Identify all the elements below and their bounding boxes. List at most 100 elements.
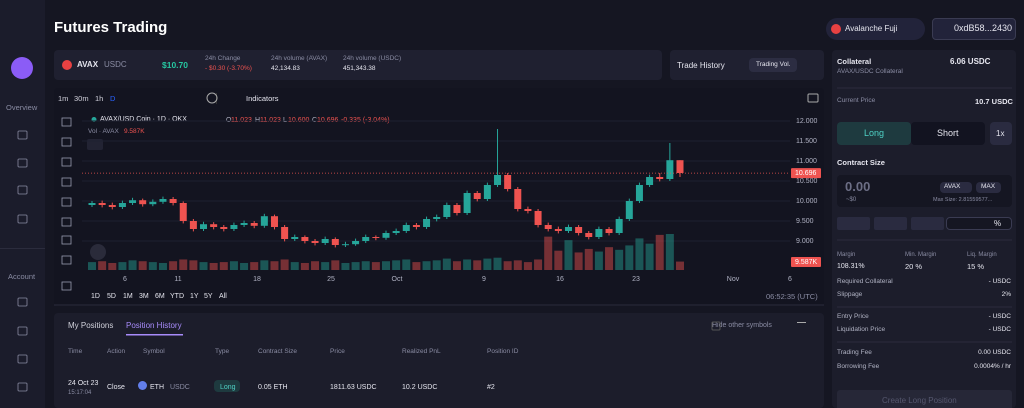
row-date: 24 Oct 23 [68,380,99,387]
add-icon[interactable] [206,92,218,104]
tab[interactable]: Position History [126,321,182,330]
volume-bar [88,262,96,270]
interval[interactable]: 1h [95,94,104,103]
interval[interactable]: D [110,94,116,103]
volume-bar [148,262,157,270]
candle-body [270,216,278,227]
avatar[interactable] [11,57,33,79]
long-tab[interactable] [837,122,911,145]
candle-body [635,185,643,201]
indicators-button[interactable]: Indicators [246,94,279,103]
volume-bar [199,262,208,270]
range-button[interactable]: 5D [107,293,116,300]
ohlc-value: 10.696 [317,117,339,124]
x-tick-label: 23 [632,276,640,283]
range-button[interactable]: 1D [91,293,100,300]
drawing-tool [61,117,72,127]
drawing-tool [61,235,72,245]
detail-label: Borrowing Fee [837,363,880,370]
short-tab[interactable] [911,122,985,145]
candle-body [98,203,106,205]
volume-bar [341,262,350,270]
volume-bar [442,258,451,270]
candle-body [646,177,654,185]
y-tick-label: 11.500 [796,138,817,145]
detail-value: - USDC [988,278,1011,285]
interval[interactable]: 30m [74,94,89,103]
size-usd: ~$0 [846,197,857,203]
volume-bar [564,240,573,270]
min-margin-label: Min. Margin [905,252,937,258]
ohlc-label: O [226,117,232,124]
candle-body [230,225,238,229]
volume-bar [179,259,188,270]
nav-icon [17,130,28,140]
trade-history-title: Trade History [677,61,725,70]
x-tick-label: 11 [174,276,181,283]
range-button[interactable]: YTD [170,293,184,300]
column-header: Position ID [487,348,519,355]
candle-body [331,239,339,245]
hide-symbols[interactable]: Hide other symbols [712,322,772,329]
checkbox[interactable] [711,321,721,331]
range-button[interactable]: 1M [123,293,133,300]
candle-body [362,237,370,241]
candle-body [291,237,299,239]
candle-body [149,201,157,205]
volume-bar [605,247,614,270]
range-button[interactable]: 3M [139,293,149,300]
volume-bar [534,259,543,270]
range-button[interactable]: All [219,293,227,300]
candle-body [341,244,349,246]
volume-bar [300,262,309,270]
candle-body [676,160,684,173]
filter-icon[interactable] [797,322,806,323]
volume-bar [594,251,603,270]
volume-bar [422,261,431,270]
leverage-button[interactable] [990,122,1012,145]
range-button[interactable]: 6M [155,293,165,300]
volume-bar [523,262,532,270]
candle-body [179,203,187,221]
submit-button[interactable] [837,390,1012,408]
size-placeholder: 0.00 [845,179,871,194]
x-tick-label: 25 [327,276,335,283]
volume-bar [189,260,198,270]
pct-input[interactable] [946,217,1012,230]
ohlc-value: 11.023 [260,117,281,124]
candle-body [382,233,390,238]
interval[interactable]: 1m [58,94,69,103]
token-selector[interactable] [940,182,972,193]
tab[interactable]: My Positions [68,321,114,330]
range-button[interactable]: 1Y [190,293,199,300]
row-quote: USDC [170,384,190,391]
nav-account[interactable]: Account [8,272,36,281]
camera-icon[interactable] [807,93,819,103]
max-button[interactable] [976,182,1001,193]
y-tick-label: 10.000 [796,198,818,205]
network-selector[interactable] [826,18,925,40]
collateral-label: Collateral [837,57,872,66]
volume-bar [361,261,370,270]
nav-overview[interactable]: Overview [6,103,38,112]
candle-body [240,223,248,225]
candle-body [250,223,258,226]
candle-body [534,211,542,225]
collapse-button[interactable] [87,139,103,150]
trading-vol-button[interactable] [749,58,797,72]
range-button[interactable]: 5Y [204,293,213,300]
volume-bar [584,248,593,270]
submit-label: Create Long Position [882,396,957,405]
row-symbol: ETH [150,384,164,391]
tv-logo [90,244,106,260]
wallet-button[interactable] [932,18,1016,40]
size-label: Contract Size [837,158,885,167]
ohlc-label: L [283,117,287,124]
volume-bar [544,236,553,270]
column-header: Action [107,348,126,355]
volume-bar [158,262,167,270]
nav-icon [17,354,28,364]
candle-body [301,237,309,241]
type-pill [214,380,240,392]
